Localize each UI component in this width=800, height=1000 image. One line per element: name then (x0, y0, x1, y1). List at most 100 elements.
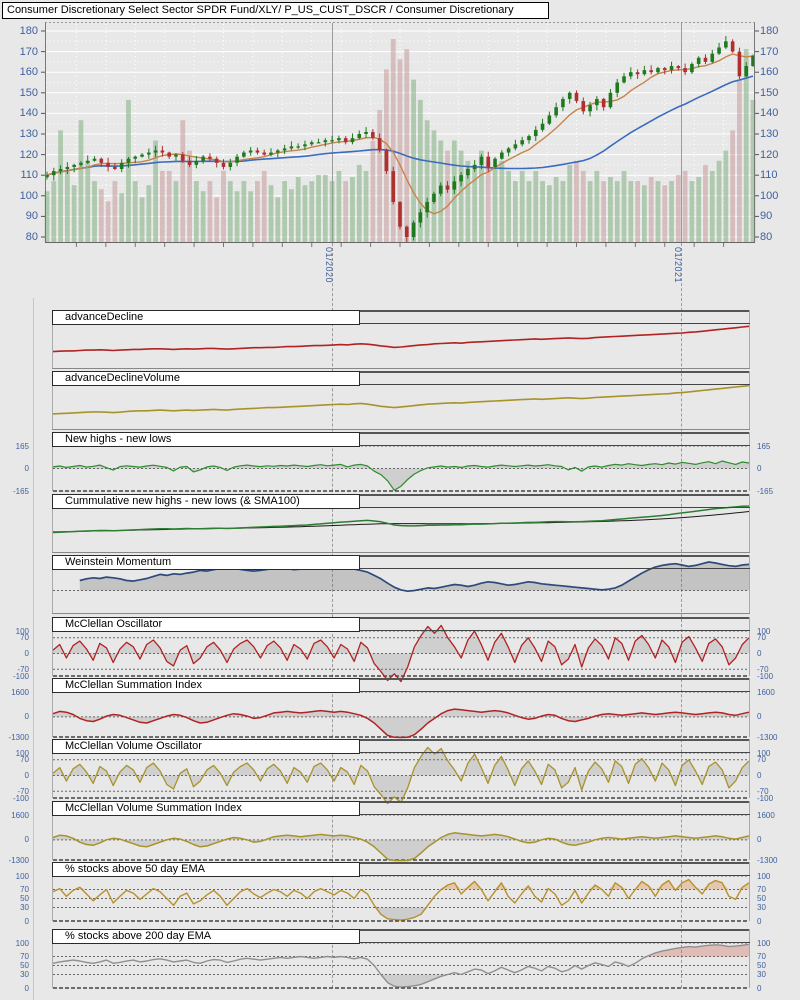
panel-scale-label: -165 (757, 486, 774, 496)
panel-scale-label: 30 (757, 903, 766, 912)
panel-scale-label: -100 (757, 793, 774, 803)
panel-scale-label: 100 (15, 938, 29, 948)
price-tick-label: 180 (19, 25, 38, 37)
panel-advancedeclinevolume: advanceDeclineVolume (52, 371, 750, 430)
price-svg (41, 22, 759, 247)
price-tick-label: 160 (760, 66, 779, 79)
panel-scale-label: 0 (24, 835, 29, 845)
panel-mcclellan-summation-index: McClellan Summation Index (52, 678, 750, 739)
panel-scale-label: 100 (757, 938, 771, 948)
panel-scale-label: 70 (20, 755, 29, 765)
panel-title: advanceDecline (52, 310, 360, 325)
price-tick-label: 140 (760, 107, 779, 120)
price-tick-label: 90 (760, 210, 773, 223)
panel-svg (52, 555, 750, 614)
price-tick-label: 180 (760, 25, 779, 37)
price-tick-label: 140 (19, 107, 38, 120)
panel-scale-label: 70 (757, 885, 766, 894)
price-tick-label: 110 (760, 169, 778, 182)
panel-scale-label: -70 (757, 786, 769, 796)
panel-scale-label: 1600 (757, 810, 775, 820)
price-tick-label: 130 (19, 128, 38, 140)
panel-scale-label: -1300 (757, 732, 778, 742)
panel-mcclellan-oscillator: McClellan Oscillator (52, 617, 750, 683)
panel-scale-label: 70 (757, 755, 766, 765)
panel-weinstein-momentum: Weinstein Momentum (52, 555, 750, 614)
panel-stocks-above-200-day-ema: % stocks above 200 day EMA (52, 929, 750, 989)
chart-title: Consumer Discretionary Select Sector SPD… (2, 2, 549, 19)
panel-advancedecline: advanceDecline (52, 310, 750, 369)
panel-scale-label: 0 (24, 916, 29, 926)
price-tick-label: 80 (25, 231, 38, 243)
price-tick-label: 90 (25, 210, 38, 223)
price-tick-label: 100 (760, 189, 779, 202)
panel-scale-label: 0 (24, 771, 29, 780)
panel-scale-label: -100 (12, 793, 29, 803)
panel-scale-label: 30 (20, 903, 29, 912)
panel-scale-label: 1600 (11, 810, 29, 820)
panel-scale-label: 50 (757, 961, 766, 970)
price-chart (41, 22, 759, 247)
panel-title: McClellan Oscillator (52, 617, 360, 632)
panel-scale-label: 0 (757, 916, 762, 926)
panel-scale-label: 165 (757, 441, 771, 451)
price-tick-label: 160 (19, 66, 38, 79)
panel-scale-label: 70 (20, 952, 29, 961)
panel-scale-label: 0 (757, 464, 762, 473)
panel-scale-label: 0 (757, 835, 762, 845)
panel-scale-label: 100 (757, 626, 771, 636)
gridline-jan2020 (332, 243, 333, 988)
panel-scale-label: 30 (757, 970, 766, 979)
price-tick-label: 80 (760, 231, 773, 243)
panel-title: New highs - new lows (52, 432, 360, 447)
price-tick-label: 150 (19, 86, 38, 99)
panel-scale-label: -70 (17, 786, 29, 796)
panel-scale-label: 0 (757, 649, 762, 658)
panel-scale-label: 50 (20, 894, 29, 903)
panel-mcclellan-volume-summation-index: McClellan Volume Summation Index (52, 801, 750, 862)
price-tick-label: 120 (760, 148, 779, 161)
panel-stocks-above-50-day-ema: % stocks above 50 day EMA (52, 862, 750, 922)
panel-scale-label: -70 (17, 664, 29, 674)
panel-title: % stocks above 200 day EMA (52, 929, 360, 944)
panel-scale-label: 0 (757, 712, 762, 722)
panel-scale-label: -70 (757, 664, 769, 674)
panel-scale-label: -1300 (8, 732, 29, 742)
panel-scale-label: 100 (757, 871, 771, 881)
panel-new-highs-new-lows: New highs - new lows (52, 432, 750, 492)
panel-scale-label: -100 (757, 671, 774, 681)
panel-scale-label: -100 (12, 671, 29, 681)
panel-title: Weinstein Momentum (52, 555, 360, 570)
date-label: 01/2021 (673, 247, 683, 284)
panel-scale-label: 0 (24, 712, 29, 722)
panel-scale-label: 0 (757, 983, 762, 993)
panel-scale-label: 50 (757, 894, 766, 903)
panel-title: McClellan Summation Index (52, 678, 360, 693)
panel-scale-label: 165 (15, 441, 29, 451)
panel-scale-label: -1300 (757, 855, 778, 865)
panel-title: McClellan Volume Summation Index (52, 801, 360, 816)
panel-scale-label: -165 (12, 486, 29, 496)
panel-scale-label: 0 (24, 983, 29, 993)
price-tick-label: 170 (760, 45, 779, 58)
panel-mcclellan-volume-oscillator: McClellan Volume Oscillator (52, 739, 750, 805)
panel-scale-label: 50 (20, 961, 29, 970)
panel-scale-label: 100 (15, 871, 29, 881)
panel-scale-label: 1600 (11, 687, 29, 697)
panel-scale-label: 0 (24, 464, 29, 473)
panel-title: McClellan Volume Oscillator (52, 739, 360, 754)
panel-scale-label: 100 (757, 748, 771, 758)
left-frame-line (33, 298, 34, 1000)
panel-title: % stocks above 50 day EMA (52, 862, 360, 877)
panel-scale-label: 70 (20, 633, 29, 643)
panel-scale-label: 70 (757, 952, 766, 961)
price-tick-label: 120 (19, 148, 38, 161)
price-tick-label: 170 (19, 45, 38, 58)
price-tick-label: 100 (19, 189, 38, 202)
panel-scale-label: 30 (20, 970, 29, 979)
panel-scale-label: 0 (24, 649, 29, 658)
price-tick-label: 130 (760, 128, 779, 140)
price-tick-label: 150 (760, 86, 779, 99)
panel-svg (52, 617, 750, 683)
